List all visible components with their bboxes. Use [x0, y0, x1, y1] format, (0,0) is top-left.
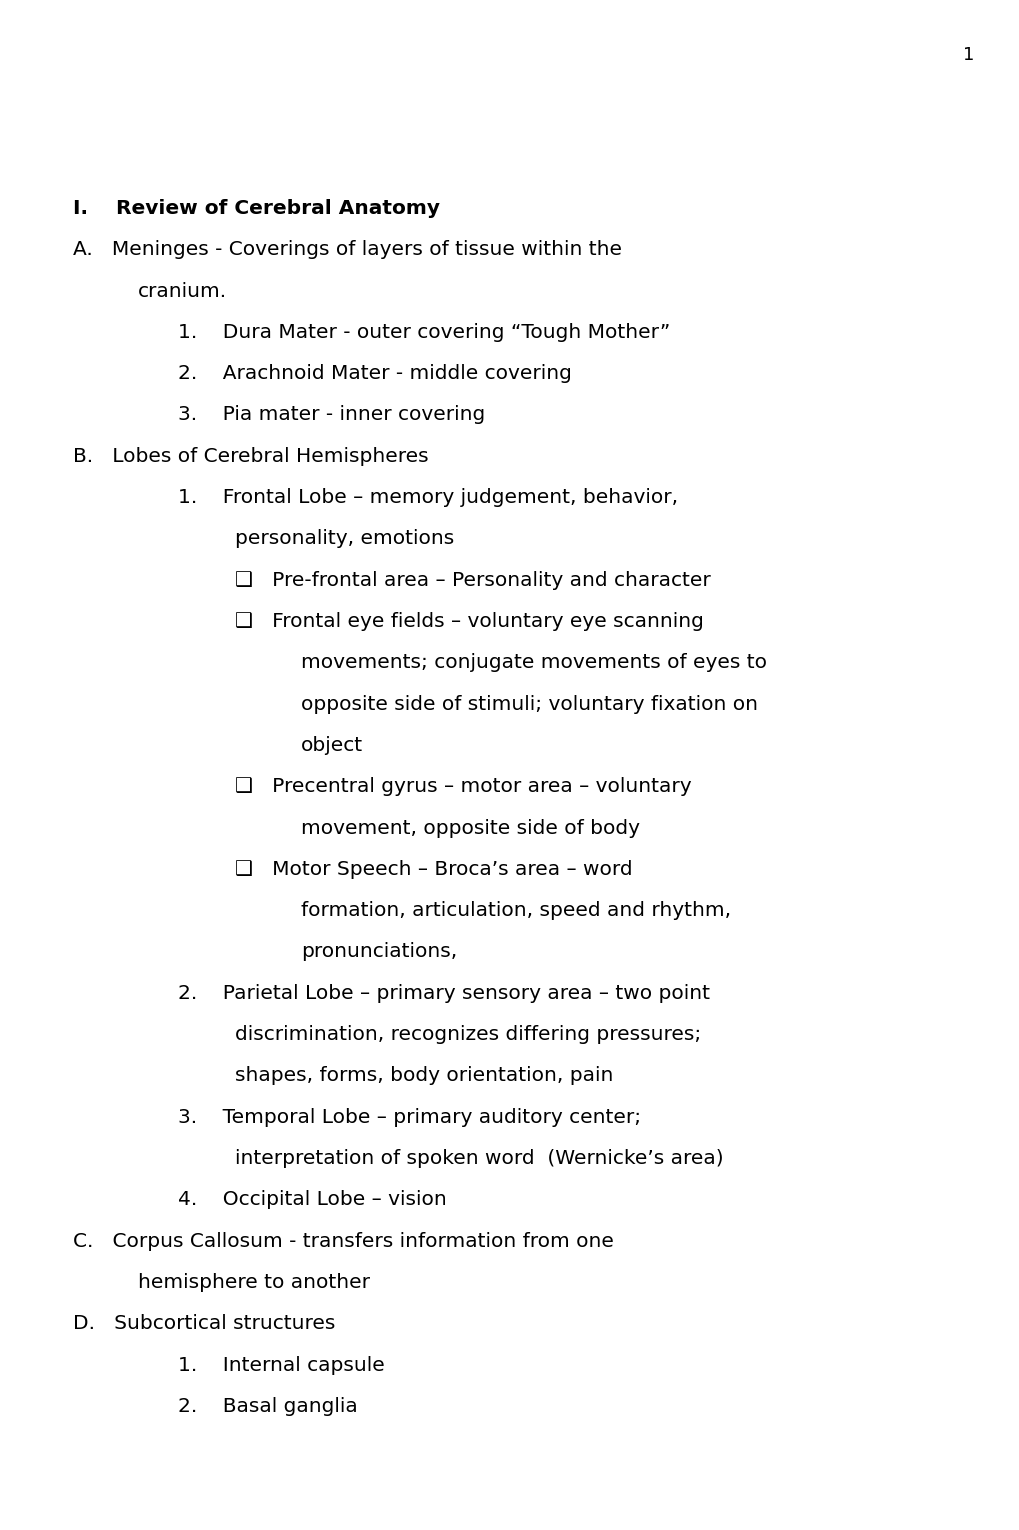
Text: 1: 1 — [962, 46, 973, 64]
Text: hemisphere to another: hemisphere to another — [138, 1273, 369, 1291]
Text: discrimination, recognizes differing pressures;: discrimination, recognizes differing pre… — [234, 1025, 700, 1043]
Text: 1.    Internal capsule: 1. Internal capsule — [178, 1356, 385, 1374]
Text: opposite side of stimuli; voluntary fixation on: opposite side of stimuli; voluntary fixa… — [301, 695, 757, 713]
Text: ❑   Precentral gyrus – motor area – voluntary: ❑ Precentral gyrus – motor area – volunt… — [234, 777, 691, 796]
Text: movement, opposite side of body: movement, opposite side of body — [301, 819, 639, 837]
Text: shapes, forms, body orientation, pain: shapes, forms, body orientation, pain — [234, 1066, 612, 1085]
Text: 3.    Pia mater - inner covering: 3. Pia mater - inner covering — [178, 405, 485, 424]
Text: formation, articulation, speed and rhythm,: formation, articulation, speed and rhyth… — [301, 901, 731, 920]
Text: object: object — [301, 736, 363, 754]
Text: C.   Corpus Callosum - transfers information from one: C. Corpus Callosum - transfers informati… — [73, 1232, 613, 1250]
Text: ❑   Pre-frontal area – Personality and character: ❑ Pre-frontal area – Personality and cha… — [234, 571, 709, 589]
Text: pronunciations,: pronunciations, — [301, 942, 457, 961]
Text: ❑   Frontal eye fields – voluntary eye scanning: ❑ Frontal eye fields – voluntary eye sca… — [234, 612, 703, 630]
Text: 2.    Arachnoid Mater - middle covering: 2. Arachnoid Mater - middle covering — [178, 364, 572, 382]
Text: B.   Lobes of Cerebral Hemispheres: B. Lobes of Cerebral Hemispheres — [73, 447, 429, 465]
Text: 2.    Parietal Lobe – primary sensory area – two point: 2. Parietal Lobe – primary sensory area … — [178, 984, 710, 1002]
Text: cranium.: cranium. — [138, 282, 226, 300]
Text: ❑   Motor Speech – Broca’s area – word: ❑ Motor Speech – Broca’s area – word — [234, 860, 632, 878]
Text: 1.    Frontal Lobe – memory judgement, behavior,: 1. Frontal Lobe – memory judgement, beha… — [178, 488, 678, 506]
Text: movements; conjugate movements of eyes to: movements; conjugate movements of eyes t… — [301, 653, 766, 672]
Text: interpretation of spoken word  (Wernicke’s area): interpretation of spoken word (Wernicke’… — [234, 1149, 722, 1167]
Text: 1.    Dura Mater - outer covering “Tough Mother”: 1. Dura Mater - outer covering “Tough Mo… — [178, 323, 671, 341]
Text: 4.    Occipital Lobe – vision: 4. Occipital Lobe – vision — [178, 1190, 446, 1209]
Text: D.   Subcortical structures: D. Subcortical structures — [73, 1314, 335, 1333]
Text: I.    Review of Cerebral Anatomy: I. Review of Cerebral Anatomy — [73, 199, 440, 217]
Text: 2.    Basal ganglia: 2. Basal ganglia — [178, 1397, 358, 1415]
Text: personality, emotions: personality, emotions — [234, 529, 453, 548]
Text: A.   Meninges - Coverings of layers of tissue within the: A. Meninges - Coverings of layers of tis… — [73, 240, 622, 259]
Text: 3.    Temporal Lobe – primary auditory center;: 3. Temporal Lobe – primary auditory cent… — [178, 1108, 641, 1126]
